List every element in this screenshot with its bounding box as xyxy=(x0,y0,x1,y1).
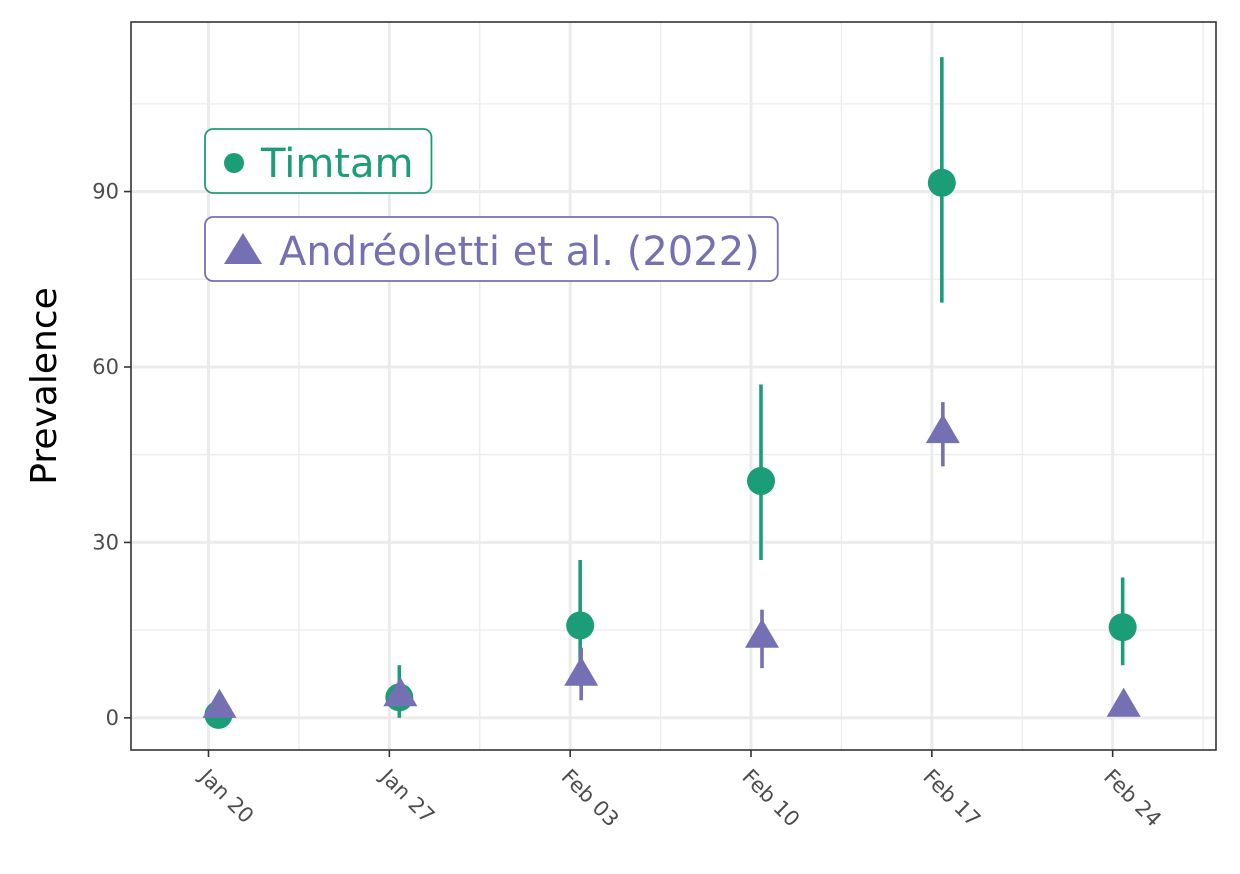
series-andreoletti xyxy=(202,402,1141,718)
legend-circle-icon xyxy=(224,153,244,173)
x-tick-label: Jan 27 xyxy=(374,763,439,828)
data-layer xyxy=(202,57,1141,729)
data-point-triangle xyxy=(1106,687,1141,717)
y-tick-label: 90 xyxy=(92,180,119,204)
data-point-triangle xyxy=(383,677,418,707)
x-tick-label: Feb 24 xyxy=(1099,765,1166,832)
legend-label: Timtam xyxy=(260,141,413,187)
y-tick-label: 30 xyxy=(92,530,119,554)
x-tick-label: Feb 03 xyxy=(557,765,624,832)
data-point-circle xyxy=(927,168,956,197)
legend-box xyxy=(204,216,779,282)
legend-label: Andréoletti et al. (2022) xyxy=(279,229,760,275)
x-tick-label: Feb 10 xyxy=(737,765,804,832)
plot-border xyxy=(130,21,1217,751)
data-point-circle xyxy=(747,467,775,496)
x-tick-label: Jan 20 xyxy=(194,763,259,828)
y-tick-label: 0 xyxy=(106,706,119,730)
data-point-circle xyxy=(1108,613,1137,642)
data-point-circle xyxy=(566,611,595,640)
y-axis-title: Prevalence xyxy=(24,287,65,485)
legend-triangle-icon xyxy=(224,233,262,264)
legend-item-timtam: Timtam xyxy=(204,128,433,194)
data-point-triangle xyxy=(745,618,779,648)
data-point-triangle xyxy=(925,413,960,444)
y-tick-label: 60 xyxy=(92,355,119,379)
x-tick-label: Feb 17 xyxy=(918,765,985,832)
legend: Timtam Andréoletti et al. (2022) xyxy=(204,128,779,282)
data-point-triangle xyxy=(564,656,599,686)
legend-item-andreoletti: Andréoletti et al. (2022) xyxy=(204,216,779,282)
data-point-triangle xyxy=(202,688,237,718)
legend-box xyxy=(204,128,433,194)
